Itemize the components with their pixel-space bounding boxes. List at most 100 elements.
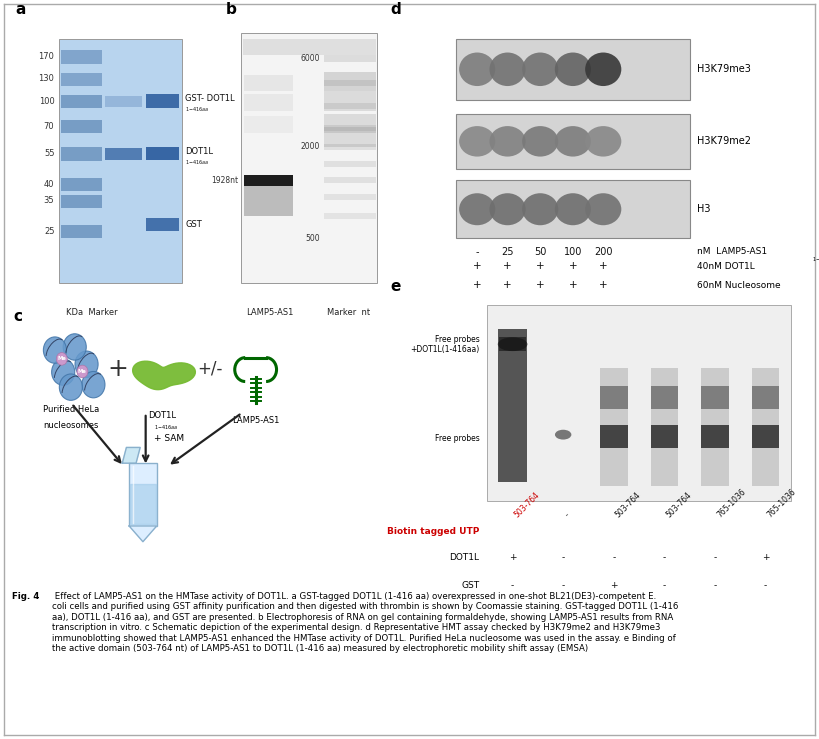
Ellipse shape bbox=[490, 52, 526, 86]
Text: nucleosomes: nucleosomes bbox=[43, 420, 99, 430]
Text: Fig. 4: Fig. 4 bbox=[12, 592, 39, 601]
FancyBboxPatch shape bbox=[146, 95, 179, 108]
Text: 200: 200 bbox=[594, 247, 613, 256]
FancyBboxPatch shape bbox=[701, 425, 729, 449]
Text: +: + bbox=[503, 261, 512, 271]
Text: -: - bbox=[563, 511, 572, 519]
FancyBboxPatch shape bbox=[650, 386, 678, 409]
FancyBboxPatch shape bbox=[752, 425, 779, 449]
FancyBboxPatch shape bbox=[600, 425, 627, 449]
FancyBboxPatch shape bbox=[146, 147, 179, 160]
FancyBboxPatch shape bbox=[61, 178, 102, 191]
Text: -: - bbox=[562, 554, 565, 562]
FancyBboxPatch shape bbox=[498, 329, 527, 482]
Text: +: + bbox=[536, 280, 545, 290]
Text: -: - bbox=[764, 582, 767, 590]
Polygon shape bbox=[122, 447, 140, 463]
FancyBboxPatch shape bbox=[244, 95, 292, 111]
Text: H3K79me2: H3K79me2 bbox=[698, 136, 751, 146]
Text: 50: 50 bbox=[534, 247, 546, 256]
Text: H3: H3 bbox=[698, 204, 711, 214]
Ellipse shape bbox=[459, 126, 495, 157]
Text: 55: 55 bbox=[44, 149, 54, 158]
Ellipse shape bbox=[585, 126, 622, 157]
Text: 500: 500 bbox=[305, 234, 319, 243]
Ellipse shape bbox=[498, 337, 527, 351]
Text: Purified HeLa: Purified HeLa bbox=[43, 405, 100, 414]
FancyBboxPatch shape bbox=[244, 185, 292, 216]
Text: 60nM Nucleosome: 60nM Nucleosome bbox=[698, 281, 781, 290]
FancyBboxPatch shape bbox=[61, 148, 102, 161]
Text: 503-764: 503-764 bbox=[613, 490, 643, 519]
Text: Me: Me bbox=[78, 369, 87, 374]
Text: +: + bbox=[509, 554, 516, 562]
Text: +: + bbox=[108, 357, 129, 381]
Text: $^{1\mathregular{-}416aa}$: $^{1\mathregular{-}416aa}$ bbox=[185, 159, 210, 165]
FancyBboxPatch shape bbox=[61, 194, 102, 208]
Text: -: - bbox=[663, 582, 666, 590]
Text: H3K79me3: H3K79me3 bbox=[698, 64, 751, 75]
Text: -: - bbox=[511, 582, 514, 590]
Text: +: + bbox=[610, 582, 618, 590]
Ellipse shape bbox=[459, 52, 495, 86]
Ellipse shape bbox=[523, 126, 559, 157]
FancyBboxPatch shape bbox=[600, 368, 627, 486]
FancyBboxPatch shape bbox=[487, 305, 791, 502]
FancyBboxPatch shape bbox=[129, 463, 156, 526]
FancyBboxPatch shape bbox=[324, 144, 376, 150]
Text: 1928nt: 1928nt bbox=[210, 176, 238, 185]
Text: DOT1L: DOT1L bbox=[450, 554, 480, 562]
Text: +: + bbox=[568, 261, 577, 271]
Text: +: + bbox=[762, 554, 769, 562]
Text: $^{1\mathregular{-}416aa}$: $^{1\mathregular{-}416aa}$ bbox=[185, 106, 210, 112]
FancyBboxPatch shape bbox=[650, 368, 678, 486]
Text: Me: Me bbox=[57, 356, 66, 361]
Text: 25: 25 bbox=[501, 247, 514, 256]
Text: 503-764: 503-764 bbox=[513, 490, 541, 519]
Text: Biotin tagged UTP: Biotin tagged UTP bbox=[387, 527, 480, 536]
Circle shape bbox=[57, 353, 67, 365]
Text: GST: GST bbox=[461, 582, 480, 590]
FancyBboxPatch shape bbox=[244, 174, 292, 185]
Circle shape bbox=[52, 359, 75, 385]
Ellipse shape bbox=[459, 193, 495, 225]
FancyBboxPatch shape bbox=[752, 368, 779, 486]
FancyBboxPatch shape bbox=[701, 368, 729, 486]
Text: -: - bbox=[476, 247, 479, 256]
FancyBboxPatch shape bbox=[59, 39, 183, 282]
Text: e: e bbox=[390, 279, 400, 293]
FancyBboxPatch shape bbox=[650, 425, 678, 449]
FancyBboxPatch shape bbox=[61, 50, 102, 64]
FancyBboxPatch shape bbox=[61, 120, 102, 133]
Text: 40: 40 bbox=[44, 180, 54, 188]
Text: LAMP5-AS1: LAMP5-AS1 bbox=[246, 307, 293, 316]
Text: 170: 170 bbox=[38, 52, 54, 61]
Text: DOT1L: DOT1L bbox=[185, 146, 213, 155]
Polygon shape bbox=[129, 526, 156, 542]
Text: 2000: 2000 bbox=[301, 143, 319, 151]
FancyBboxPatch shape bbox=[324, 214, 376, 219]
FancyBboxPatch shape bbox=[324, 194, 376, 200]
Ellipse shape bbox=[585, 193, 622, 225]
FancyBboxPatch shape bbox=[324, 114, 376, 133]
Text: DOT1L: DOT1L bbox=[148, 412, 176, 420]
FancyBboxPatch shape bbox=[61, 225, 102, 238]
Text: 6000: 6000 bbox=[301, 54, 319, 63]
Polygon shape bbox=[129, 483, 156, 525]
FancyBboxPatch shape bbox=[701, 386, 729, 409]
Text: c: c bbox=[14, 309, 23, 324]
FancyBboxPatch shape bbox=[499, 337, 527, 351]
Ellipse shape bbox=[554, 193, 591, 225]
Text: -: - bbox=[713, 582, 717, 590]
Text: +: + bbox=[568, 280, 577, 290]
Text: 70: 70 bbox=[43, 122, 54, 131]
Text: GST: GST bbox=[185, 220, 202, 229]
Text: -: - bbox=[562, 582, 565, 590]
Text: +: + bbox=[473, 280, 482, 290]
Text: 130: 130 bbox=[38, 75, 54, 84]
Text: 765-1036: 765-1036 bbox=[715, 487, 747, 519]
Text: $^{1\mathregular{-}416aa}$: $^{1\mathregular{-}416aa}$ bbox=[812, 256, 819, 262]
Polygon shape bbox=[133, 361, 196, 389]
FancyBboxPatch shape bbox=[146, 218, 179, 231]
Circle shape bbox=[75, 351, 98, 378]
